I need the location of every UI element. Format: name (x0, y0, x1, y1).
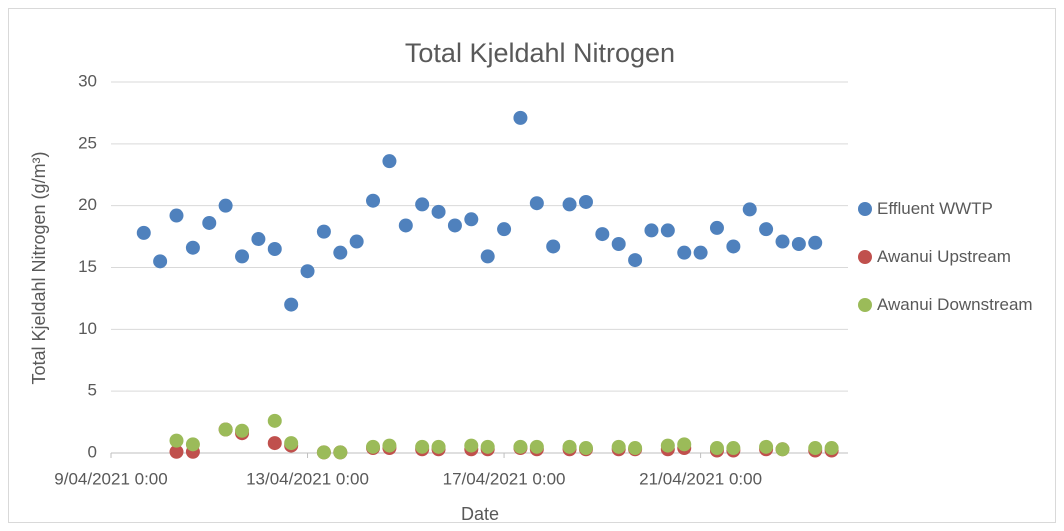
point (497, 222, 512, 237)
point (349, 234, 364, 249)
legend-marker (858, 298, 872, 312)
point (202, 215, 217, 230)
point (529, 439, 544, 454)
point (578, 194, 593, 209)
point (628, 253, 643, 268)
y-tick-label: 10 (78, 319, 97, 338)
point (611, 439, 626, 454)
point (578, 441, 593, 456)
point (366, 439, 381, 454)
x-axis-label: Date (461, 504, 499, 524)
point (677, 437, 692, 452)
point (775, 234, 790, 249)
point (529, 196, 544, 211)
legend-label: Awanui Upstream (877, 247, 1011, 266)
x-tick-label: 13/04/2021 0:00 (246, 469, 369, 488)
point (431, 204, 446, 219)
point (382, 154, 397, 169)
x-tick-label: 9/04/2021 0:00 (54, 469, 167, 488)
point (447, 218, 462, 233)
legend: Effluent WWTP Awanui Upstream Awanui Downs… (858, 196, 1048, 340)
point (562, 439, 577, 454)
point (513, 439, 528, 454)
chart-title: Total Kjeldahl Nitrogen (405, 38, 675, 68)
point (169, 208, 184, 223)
point (709, 220, 724, 235)
point (235, 423, 250, 438)
point (366, 193, 381, 208)
point (464, 212, 479, 227)
point (759, 222, 774, 237)
point (595, 227, 610, 242)
point (267, 413, 282, 428)
point (759, 439, 774, 454)
x-tick-label: 21/04/2021 0:00 (639, 469, 762, 488)
point (235, 249, 250, 264)
point (284, 297, 299, 312)
point (333, 445, 348, 460)
point (677, 245, 692, 260)
point (644, 223, 659, 238)
legend-item: Effluent WWTP (858, 196, 1048, 222)
point (300, 264, 315, 279)
point (316, 224, 331, 239)
point (775, 442, 790, 457)
point (169, 444, 184, 459)
point (628, 441, 643, 456)
point (398, 218, 413, 233)
point (808, 235, 823, 250)
point (218, 198, 233, 213)
point (726, 441, 741, 456)
legend-label: Effluent WWTP (877, 199, 993, 218)
point (284, 436, 299, 451)
point (660, 438, 675, 453)
chart-border (8, 8, 1056, 523)
legend-label: Awanui Downstream (877, 295, 1033, 314)
point (185, 437, 200, 452)
point (513, 110, 528, 125)
point (415, 197, 430, 212)
legend-item: Awanui Downstream (858, 292, 1048, 318)
y-tick-label: 0 (88, 442, 97, 461)
y-tick-label: 25 (78, 133, 97, 152)
point (218, 422, 233, 437)
point (153, 254, 168, 269)
point (808, 441, 823, 456)
legend-marker (858, 250, 872, 264)
y-tick-label: 15 (78, 257, 97, 276)
point (562, 197, 577, 212)
point (185, 240, 200, 255)
y-axis-label: Total Kjeldahl Nitrogen (g/m³) (29, 151, 49, 384)
legend-item: Awanui Upstream (858, 244, 1048, 270)
point (546, 239, 561, 254)
point (136, 225, 151, 240)
y-tick-label: 30 (78, 71, 97, 90)
point (267, 436, 282, 451)
point (726, 239, 741, 254)
point (824, 441, 839, 456)
y-tick-label: 20 (78, 195, 97, 214)
point (431, 439, 446, 454)
point (791, 237, 806, 252)
point (660, 223, 675, 238)
x-tick-label: 17/04/2021 0:00 (443, 469, 566, 488)
point (415, 439, 430, 454)
point (251, 232, 266, 247)
legend-marker (858, 202, 872, 216)
point (480, 439, 495, 454)
point (464, 438, 479, 453)
point (709, 441, 724, 456)
point (382, 438, 397, 453)
point (742, 202, 757, 217)
y-tick-label: 5 (88, 381, 97, 400)
point (316, 445, 331, 460)
point (267, 241, 282, 256)
point (480, 249, 495, 264)
point (169, 433, 184, 448)
point (693, 245, 708, 260)
point (611, 237, 626, 252)
point (333, 245, 348, 260)
